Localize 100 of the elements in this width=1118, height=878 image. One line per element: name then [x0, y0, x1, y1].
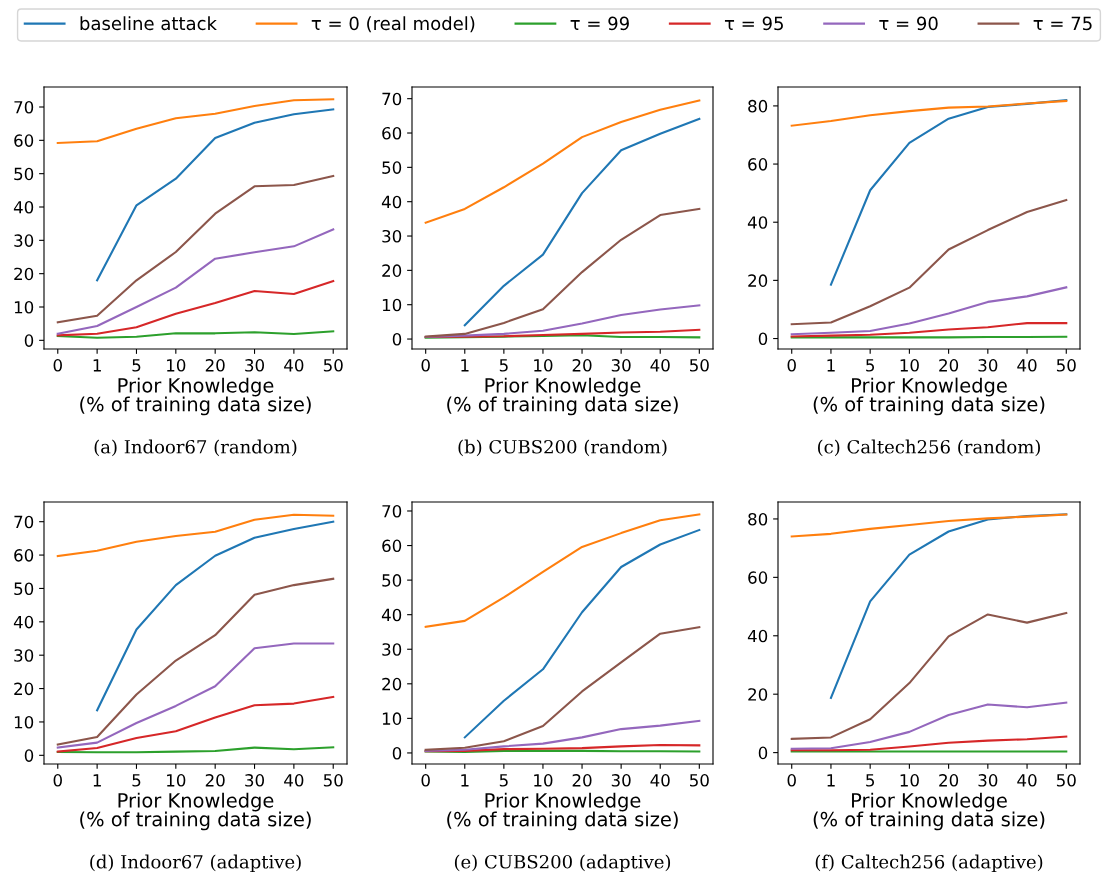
y-tick-label: 0: [392, 333, 402, 346]
text: (a) Indoor67 (random): [94, 439, 297, 457]
line-series: [790, 611, 1068, 740]
x-tick-label: 5: [499, 359, 508, 372]
x-tick-label: 40: [284, 774, 304, 787]
line-series: [424, 207, 701, 338]
line-series: [463, 117, 701, 327]
x-tick-label: 50: [323, 359, 343, 372]
y-tick-label: 30: [14, 234, 34, 247]
y-tick-label: 80: [748, 512, 768, 526]
x-tick-label: 0: [421, 774, 430, 787]
x-tick-label: 40: [650, 359, 670, 372]
y-tick-label: 60: [748, 571, 768, 584]
x-axis-title: Prior Knowledge (% of training data size): [80, 792, 311, 831]
x-tick-label: 20: [939, 774, 959, 787]
y-tick-label: 0: [758, 332, 768, 346]
x-tick-label: 30: [978, 359, 998, 372]
x-tick-label: 0: [787, 774, 796, 787]
line-series: [424, 626, 701, 751]
legend-label: baseline attack: [80, 16, 217, 31]
x-tick-label: 10: [534, 774, 553, 787]
x-tick-label: 1: [827, 774, 835, 787]
line-series: [790, 199, 1068, 326]
x-tick-label: 50: [1056, 774, 1076, 787]
x-tick-label: 10: [900, 359, 919, 372]
line-series: [790, 701, 1068, 750]
y-tick-label: 10: [14, 300, 34, 314]
line-series: [56, 577, 335, 746]
line-series: [96, 520, 335, 712]
y-tick-label: 40: [13, 615, 34, 629]
y-tick-label: 50: [382, 574, 402, 587]
x-tick-label: 50: [690, 359, 709, 372]
y-tick-label: 20: [382, 677, 402, 691]
y-tick-label: 30: [14, 649, 34, 662]
x-tick-label: 30: [978, 774, 998, 787]
y-tick-label: 70: [382, 504, 402, 518]
y-tick-label: 60: [14, 134, 34, 147]
line-series: [829, 99, 1068, 286]
y-tick-label: 20: [748, 688, 768, 701]
y-tick-label: 60: [14, 549, 34, 562]
y-tick-label: 10: [382, 712, 402, 725]
x-tick-label: 1: [93, 359, 101, 372]
y-tick-label: 0: [758, 746, 768, 760]
line-series: [829, 513, 1068, 700]
x-tick-label: 1: [93, 774, 101, 787]
line-series: [424, 513, 701, 628]
y-tick-label: 10: [14, 715, 34, 729]
y-tick-label: 80: [748, 99, 768, 113]
y-tick-label: 40: [13, 200, 34, 214]
y-tick-label: 60: [382, 539, 402, 553]
y-tick-label: 10: [382, 298, 402, 312]
legend-label: τ = 90: [879, 16, 938, 31]
x-tick-label: 5: [132, 359, 141, 372]
x-tick-label: 30: [245, 359, 265, 372]
legend-label: τ = 95: [724, 16, 783, 31]
y-tick-label: 70: [382, 92, 402, 106]
y-tick-label: 50: [14, 167, 34, 181]
y-tick-label: 20: [382, 264, 402, 277]
x-tick-label: 5: [866, 359, 875, 372]
x-tick-label: 30: [611, 774, 631, 787]
x-tick-label: 1: [461, 774, 469, 787]
line-series: [56, 174, 335, 324]
line-series: [790, 735, 1068, 752]
y-tick-label: 20: [14, 682, 34, 696]
y-tick-label: 50: [382, 161, 402, 174]
x-tick-label: 20: [205, 774, 225, 787]
legend-label: τ = 99: [570, 16, 629, 31]
x-tick-label: 20: [939, 359, 959, 372]
x-tick-label: 10: [534, 359, 553, 372]
line-series: [56, 330, 335, 339]
line-series: [463, 528, 701, 739]
x-tick-label: 40: [284, 359, 304, 372]
line-series: [56, 98, 335, 145]
x-tick-label: 40: [650, 774, 670, 787]
line-series: [56, 513, 335, 558]
line-series: [790, 322, 1068, 338]
x-tick-label: 1: [461, 359, 469, 372]
y-tick-label: 0: [24, 334, 34, 347]
text: (b) CUBS200 (random): [458, 439, 667, 457]
line-series: [424, 99, 701, 224]
legend-label: τ = 75: [1033, 16, 1092, 31]
x-tick-label: 50: [690, 774, 709, 787]
x-tick-label: 20: [205, 359, 225, 372]
y-tick-label: 0: [24, 749, 34, 762]
legend-label: τ = 0 (real model): [311, 16, 475, 33]
line-series: [96, 108, 335, 282]
x-tick-label: 0: [787, 359, 796, 372]
y-tick-label: 40: [381, 195, 402, 209]
y-tick-label: 50: [14, 582, 34, 596]
line-series: [56, 695, 335, 753]
y-tick-label: 0: [392, 746, 402, 760]
y-tick-label: 40: [381, 608, 402, 622]
y-tick-label: 20: [748, 274, 768, 287]
x-tick-label: 40: [1017, 774, 1037, 787]
x-tick-label: 50: [1056, 359, 1076, 372]
text: (e) CUBS200 (adaptive): [454, 854, 671, 873]
text: (f) Caltech256 (adaptive): [815, 854, 1043, 873]
x-tick-label: 0: [53, 774, 62, 787]
text: (d) Indoor67 (adaptive): [90, 854, 301, 873]
y-tick-label: 60: [382, 126, 402, 140]
